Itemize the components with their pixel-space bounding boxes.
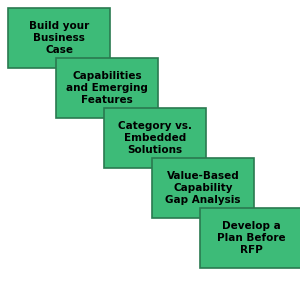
FancyBboxPatch shape bbox=[200, 208, 300, 268]
FancyBboxPatch shape bbox=[8, 8, 110, 68]
Text: Category vs.
Embedded
Solutions: Category vs. Embedded Solutions bbox=[118, 121, 192, 155]
FancyBboxPatch shape bbox=[104, 108, 206, 168]
FancyBboxPatch shape bbox=[152, 158, 254, 218]
Text: Build your
Business
Case: Build your Business Case bbox=[29, 21, 89, 55]
Text: Develop a
Plan Before
RFP: Develop a Plan Before RFP bbox=[217, 221, 285, 255]
FancyBboxPatch shape bbox=[56, 58, 158, 118]
Text: Value-Based
Capability
Gap Analysis: Value-Based Capability Gap Analysis bbox=[165, 171, 241, 205]
Text: Capabilities
and Emerging
Features: Capabilities and Emerging Features bbox=[66, 71, 148, 105]
